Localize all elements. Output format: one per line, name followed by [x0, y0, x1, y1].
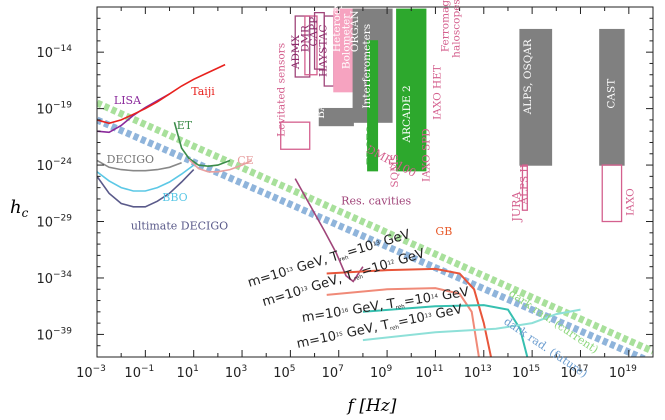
- exp-label-sqms: SQMS: [389, 154, 401, 188]
- x-tick-label: 109: [370, 364, 393, 381]
- exp-label-edges: EDGES: [365, 126, 377, 165]
- exp-label-capp: CAPP: [308, 17, 320, 47]
- exp-label-dmr: DMR: [300, 24, 312, 52]
- band-dark-rad-future: [97, 116, 649, 357]
- exp-label-iaxo-het: IAXO HET: [431, 65, 443, 120]
- y-tick-label: 10−29: [36, 214, 72, 231]
- curve-decigo: [97, 159, 182, 172]
- scenario-curve-1: [326, 267, 492, 357]
- region-edges: [367, 40, 379, 172]
- region-alps-osqar: [519, 28, 553, 166]
- exp-label-interferometers: Interferometers: [361, 24, 373, 109]
- y-axis-label: hc: [10, 197, 29, 220]
- x-tick-label: 103: [225, 364, 247, 381]
- x-tick-label: 101: [177, 364, 199, 381]
- label-bbo: BBO: [162, 191, 187, 204]
- x-tick-label: 10−1: [124, 364, 154, 381]
- label-lisa: LISA: [114, 94, 142, 107]
- exp-label-arcade-2: ARCADE 2: [401, 85, 413, 143]
- y-tick-label: 10−19: [36, 101, 72, 118]
- region-cast: [599, 28, 625, 166]
- region-admx: [294, 15, 311, 78]
- y-axis-label-sub: c: [22, 206, 29, 220]
- exp-label-ferromagnetic: Ferromagnetic: [440, 0, 452, 52]
- y-tick-label: 10−14: [36, 44, 72, 61]
- sensitivity-curves: [97, 63, 364, 283]
- plot-frame: [96, 6, 654, 358]
- y-axis-label-main: h: [10, 197, 22, 218]
- exp-label-alps-ii: ALPS II: [518, 164, 530, 205]
- x-tick-label: 107: [322, 364, 344, 381]
- scenario-curves: [326, 267, 581, 357]
- region-iaxo: [601, 164, 623, 223]
- curve-lisa: [97, 93, 170, 134]
- curve-res-cavities: [294, 178, 364, 283]
- y-tick-label: 10−39: [36, 326, 72, 343]
- scenario-curve-2: [326, 287, 480, 357]
- x-tick-label: 1019: [609, 364, 637, 381]
- y-tick-label: 10−24: [36, 157, 72, 174]
- exp-label-heterodyne: Heterodyne: [331, 0, 343, 52]
- label-taiji: Taiji: [191, 85, 215, 98]
- curve-taiji: [97, 63, 226, 125]
- region-dmr: [304, 15, 318, 76]
- exp-label-bolometer: Bolometer: [341, 13, 353, 69]
- curve-ce: [188, 158, 253, 173]
- scenario-curve-4: [362, 308, 581, 342]
- region-levitated-sensors: [280, 121, 311, 150]
- label-ultimate-decigo: ultimate DECIGO: [131, 219, 228, 232]
- curve-et: [173, 121, 231, 168]
- exp-label-levitated-sensors: Levitated sensors: [275, 43, 287, 137]
- scenario-curve-3: [362, 304, 529, 357]
- experiment-regions: [280, 8, 625, 223]
- curve-ultimate-decigo: [97, 169, 195, 208]
- y-tick-label: 10−34: [36, 270, 72, 287]
- label-et: ET: [177, 119, 193, 132]
- exp-label-baws: BAWs: [315, 88, 327, 119]
- label-gb: GB: [435, 225, 452, 238]
- x-axis-label: f [Hz]: [346, 396, 397, 416]
- exp-label-haloscopes: haloscopes: [451, 0, 463, 58]
- scenario-label: m=1016 GeV, Treh=1014 GeV: [301, 285, 470, 326]
- label-ce: CE: [237, 154, 253, 167]
- band-dark-rad-current: [97, 99, 653, 355]
- x-tick-label: 1011: [415, 364, 443, 381]
- x-tick-label: 1013: [464, 364, 492, 381]
- region-alps-ii: [521, 164, 528, 211]
- x-tick-label: 1015: [512, 364, 540, 381]
- exp-label-cast: CAST: [605, 79, 617, 109]
- exp-label-alps-osqar: ALPS, OSQAR: [522, 38, 534, 115]
- x-tick-label: 105: [273, 364, 295, 381]
- x-tick-label: 10−3: [76, 364, 106, 381]
- exp-label-iaxo: IAXO: [625, 188, 637, 216]
- exp-label-haystac: HAYSTAC: [318, 25, 330, 78]
- label-jura: JURA: [510, 191, 523, 223]
- exp-label-iaxo-spd: IAXO SPD: [420, 128, 432, 182]
- exp-label-organ: ORGAN: [349, 10, 361, 52]
- exp-label-admx: ADMX: [290, 34, 302, 70]
- dark-radiation-bands: [97, 99, 653, 357]
- curve-bbo: [97, 164, 195, 192]
- label-decigo: DECIGO: [107, 153, 154, 166]
- label-res-cavities: Res. cavities: [341, 195, 411, 208]
